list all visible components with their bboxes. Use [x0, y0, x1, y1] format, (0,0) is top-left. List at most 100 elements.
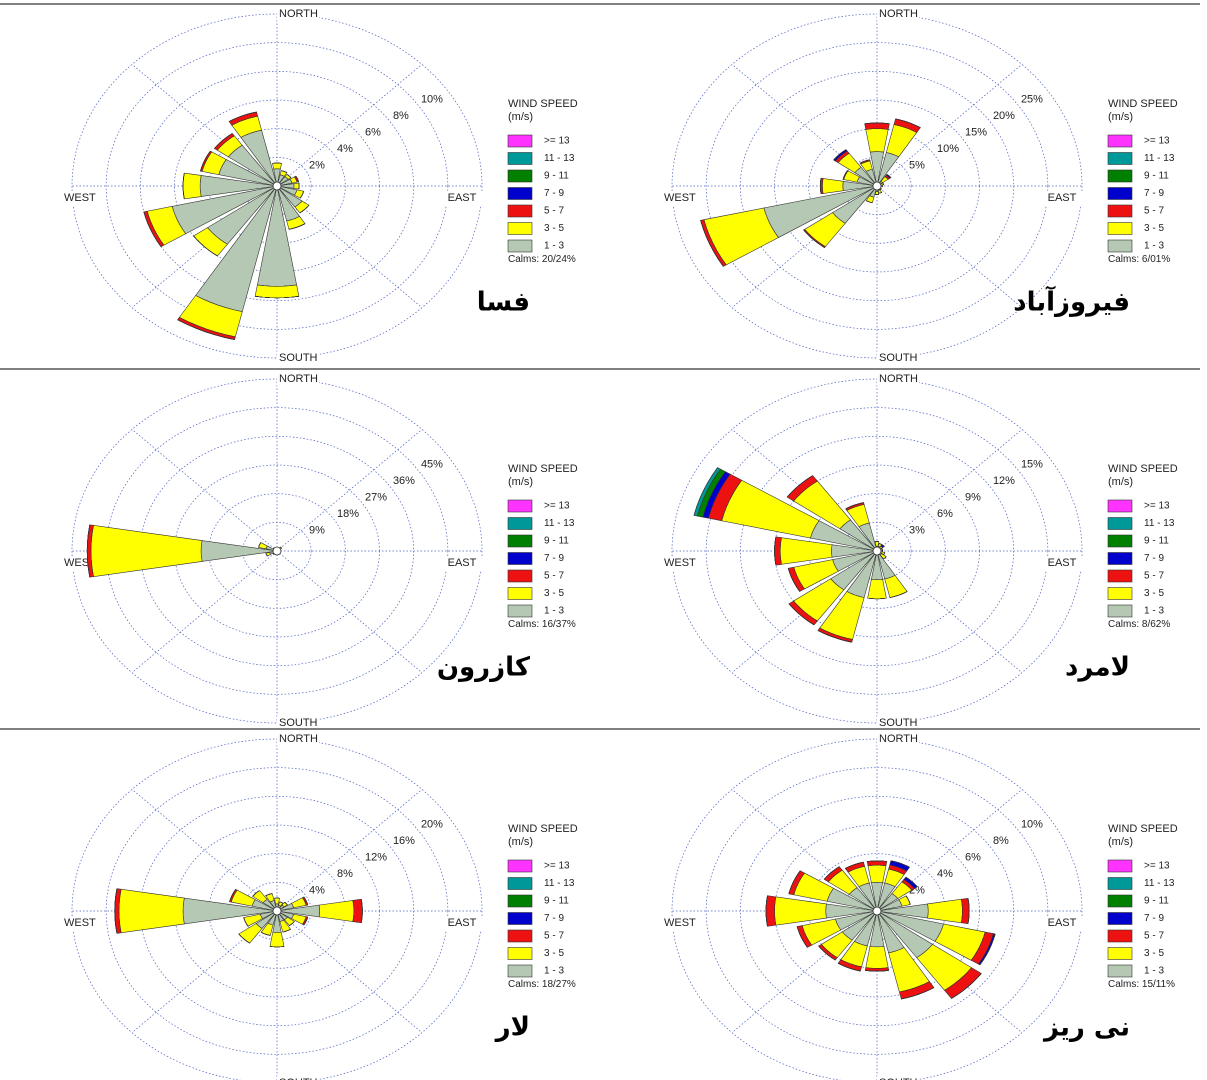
station-name: کازرون [437, 653, 531, 683]
legend-label: 9 - 11 [1144, 896, 1169, 907]
ring-tick-label: 15% [965, 127, 987, 139]
legend-swatch [1107, 517, 1133, 530]
wind-sector [272, 162, 282, 170]
ring-tick-label: 20% [421, 819, 443, 831]
direction-label-bg [277, 372, 319, 386]
legend-swatch [507, 569, 533, 583]
spoke [276, 789, 423, 912]
ring-tick-label: 2% [309, 159, 325, 171]
legend-label: 5 - 7 [1144, 206, 1164, 217]
spoke [276, 910, 423, 1033]
legend-title: WIND SPEED [508, 463, 578, 475]
legend-swatch [1107, 187, 1133, 200]
wind-sector [786, 475, 813, 498]
direction-label: EAST [448, 192, 477, 204]
legend-label: 5 - 7 [544, 931, 564, 942]
legend-swatch [507, 222, 533, 235]
legend-swatch [1107, 569, 1133, 583]
calms-label: Calms: 18/27% [508, 979, 576, 990]
wind-sector [90, 525, 203, 577]
direction-label-bg [877, 716, 919, 730]
direction-label: SOUTH [879, 352, 918, 364]
legend-swatch [1107, 204, 1133, 218]
ring-tick-label: 15% [1021, 459, 1043, 471]
station-name: فیروزآباد [1013, 286, 1130, 318]
legend-swatch [507, 239, 533, 253]
wind-sector [182, 172, 202, 200]
legend-label: 9 - 11 [544, 896, 569, 907]
legend-swatch [507, 204, 533, 218]
legend-swatch [507, 587, 533, 600]
legend-swatch [507, 552, 533, 565]
legend-label: 7 - 9 [1144, 188, 1164, 199]
legend-label: >= 13 [1144, 136, 1170, 147]
legend-label: 9 - 11 [544, 536, 569, 547]
station-name: لامرد [1065, 653, 1130, 683]
wind-sector [286, 174, 292, 178]
ring-tick-label: 6% [965, 852, 981, 864]
wind-sector [874, 191, 880, 195]
wind-rose-panel: 5% 10% 15% 20% 25% NORTH EAST SOUTH WEST WIND SPE… [600, 3, 1200, 365]
legend-title: WIND SPEED [1108, 463, 1178, 475]
spoke [131, 429, 278, 552]
legend-label: 3 - 5 [1144, 223, 1164, 234]
legend-subtitle: (m/s) [508, 476, 533, 488]
wind-sector [118, 888, 185, 934]
ring-tick-label: 6% [365, 127, 381, 139]
wind-sector [274, 897, 280, 905]
legend-title: WIND SPEED [1108, 823, 1178, 835]
direction-label: EAST [448, 557, 477, 569]
direction-label: NORTH [879, 733, 918, 745]
legend-label: 9 - 11 [1144, 536, 1169, 547]
spoke [876, 185, 1023, 308]
legend-label: 7 - 9 [544, 913, 564, 924]
legend-swatch [1107, 604, 1133, 618]
spoke [876, 429, 1023, 552]
ring-tick-label: 6% [937, 508, 953, 520]
spoke [131, 550, 278, 673]
calm-circle [272, 181, 282, 191]
legend-subtitle: (m/s) [508, 836, 533, 848]
legend-label: 7 - 9 [1144, 553, 1164, 564]
legend-label: 11 - 13 [544, 878, 575, 889]
direction-label-bg [62, 916, 104, 930]
wind-sector [229, 889, 236, 902]
ring-tick-label: 5% [909, 159, 925, 171]
wind-sector [289, 921, 295, 926]
legend-swatch [1107, 947, 1133, 960]
wind-sector [864, 122, 890, 125]
legend-label: 7 - 9 [544, 188, 564, 199]
wind-sector [886, 174, 892, 178]
legend-subtitle: (m/s) [1108, 476, 1133, 488]
legend-label: 11 - 13 [544, 153, 575, 164]
wind-sector [182, 173, 185, 199]
direction-label: EAST [1048, 557, 1077, 569]
spoke [876, 64, 1023, 187]
direction-label: SOUTH [279, 717, 318, 729]
ring-tick-label: 4% [937, 868, 953, 880]
legend-label: 1 - 3 [1144, 606, 1164, 617]
legend-swatch [1107, 552, 1133, 565]
ring-tick-label: 10% [1021, 819, 1043, 831]
direction-label-bg [662, 556, 704, 570]
legend-label: 5 - 7 [544, 571, 564, 582]
legend-label: 11 - 13 [544, 518, 575, 529]
legend-label: >= 13 [544, 136, 570, 147]
wind-sector [299, 191, 304, 199]
wind-sector [86, 524, 91, 578]
wind-sector [284, 902, 288, 905]
wind-sector [293, 182, 300, 190]
wind-sector [254, 284, 300, 299]
direction-label: SOUTH [879, 717, 918, 729]
legend-swatch [507, 877, 533, 890]
calm-circle [272, 906, 282, 916]
legend-swatch [507, 499, 533, 513]
legend-label: 5 - 7 [1144, 571, 1164, 582]
direction-label: WEST [64, 917, 96, 929]
wind-sector [865, 946, 889, 969]
ring-tick-label: 9% [309, 524, 325, 536]
legend-swatch [1107, 877, 1133, 890]
legend-label: 1 - 3 [544, 241, 564, 252]
